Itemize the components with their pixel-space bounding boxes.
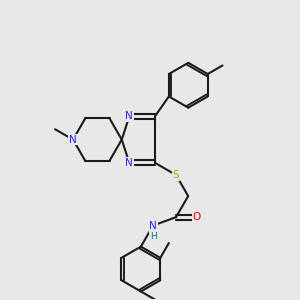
Text: H: H	[150, 232, 157, 241]
Text: N: N	[125, 111, 133, 122]
Text: N: N	[69, 135, 77, 145]
Text: S: S	[173, 170, 179, 180]
Text: N: N	[125, 158, 133, 168]
Text: N: N	[149, 220, 157, 230]
Text: O: O	[193, 212, 201, 222]
